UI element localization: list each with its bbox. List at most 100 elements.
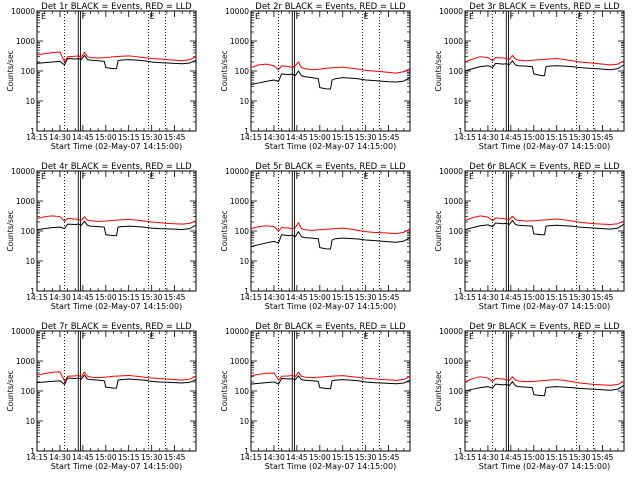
plot-frame <box>250 10 411 132</box>
series-line-events <box>250 231 411 250</box>
x-axis-label: Start Time (02-May-07 14:15:00) <box>479 462 610 471</box>
x-tick-label: 15:45 <box>378 453 400 462</box>
panel-2: Det 2r BLACK = Events, RED = LLD 1 10 100 10… <box>220 2 411 151</box>
x-tick-label: 14:45 <box>286 453 308 462</box>
x-axis-label: Start Time (02-May-07 14:15:00) <box>51 302 182 311</box>
y-tick-label: 100 <box>449 387 464 396</box>
marker-label: E <box>41 12 46 21</box>
y-tick-label: 1 <box>458 447 463 456</box>
panel-title: Det 4r BLACK = Events, RED = LLD <box>41 162 192 172</box>
x-tick-label: 14:45 <box>500 453 522 462</box>
x-tick-label: 15:30 <box>355 293 377 302</box>
y-tick-label: 1 <box>244 447 249 456</box>
y-tick-label: 10 <box>239 257 249 266</box>
plot-frame <box>250 170 411 292</box>
x-tick-label: 14:45 <box>72 133 94 142</box>
x-tick-label: 14:15 <box>26 133 48 142</box>
x-tick-label: 15:45 <box>164 133 186 142</box>
x-tick-label: 15:00 <box>523 133 545 142</box>
marker-label: E <box>150 172 155 181</box>
marker-label: F <box>296 172 301 181</box>
x-axis-label: Start Time (02-May-07 14:15:00) <box>265 462 396 471</box>
panel-title: Det 2r BLACK = Events, RED = LLD <box>255 2 406 12</box>
y-tick-label: 10 <box>453 417 463 426</box>
y-tick-label: 1 <box>30 287 35 296</box>
plot-frame <box>250 330 411 452</box>
marker-label: E <box>364 332 369 341</box>
panel-7: Det 7r BLACK = Events, RED = LLD 1 10 100 10… <box>6 322 197 471</box>
y-tick-label: 10000 <box>439 167 463 176</box>
x-tick-label: 14:45 <box>500 133 522 142</box>
x-tick-label: 15:30 <box>569 133 591 142</box>
x-tick-label: 15:30 <box>141 453 163 462</box>
series-line-lld <box>464 376 625 386</box>
x-tick-label: 15:45 <box>592 293 614 302</box>
y-tick-label: 1000 <box>444 357 463 366</box>
y-tick-label: 10000 <box>11 167 35 176</box>
x-tick-label: 15:00 <box>309 453 331 462</box>
marker-label: E <box>364 172 369 181</box>
y-tick-label: 10 <box>453 257 463 266</box>
y-tick-label: 1000 <box>230 197 249 206</box>
x-tick-label: 14:15 <box>26 453 48 462</box>
x-tick-label: 15:30 <box>355 453 377 462</box>
x-axis-label: Start Time (02-May-07 14:15:00) <box>479 302 610 311</box>
series-line-lld <box>464 54 625 66</box>
x-tick-label: 14:30 <box>49 453 71 462</box>
marker-label: E <box>150 332 155 341</box>
x-tick-label: 15:15 <box>118 133 140 142</box>
x-tick-label: 14:15 <box>454 293 476 302</box>
x-tick-label: 15:45 <box>378 293 400 302</box>
marker-label: F <box>510 172 515 181</box>
series-line-events <box>250 70 411 90</box>
x-tick-label: 14:15 <box>454 453 476 462</box>
plot-frame <box>464 10 625 132</box>
y-tick-label: 10 <box>25 257 35 266</box>
series-line-events <box>36 54 197 70</box>
x-tick-label: 15:15 <box>332 293 354 302</box>
x-tick-label: 14:30 <box>477 133 499 142</box>
x-axis-label: Start Time (02-May-07 14:15:00) <box>265 302 396 311</box>
x-axis-label: Start Time (02-May-07 14:15:00) <box>51 142 182 151</box>
panel-title: Det 9r BLACK = Events, RED = LLD <box>469 322 620 332</box>
x-tick-label: 15:45 <box>378 133 400 142</box>
y-tick-label: 10 <box>239 417 249 426</box>
series-line-lld <box>36 51 197 63</box>
y-axis-label: Counts/sec <box>434 210 443 251</box>
x-tick-label: 14:30 <box>477 293 499 302</box>
plot-frame <box>464 170 625 292</box>
series-line-lld <box>464 215 625 225</box>
series-line-events <box>464 60 625 77</box>
y-tick-label: 1000 <box>230 357 249 366</box>
x-tick-label: 14:30 <box>263 453 285 462</box>
marker-label: E <box>255 332 260 341</box>
y-axis-label: Counts/sec <box>434 370 443 411</box>
y-tick-label: 10000 <box>11 7 35 16</box>
marker-label: F <box>82 332 87 341</box>
x-tick-label: 14:15 <box>240 293 262 302</box>
x-tick-label: 15:45 <box>592 453 614 462</box>
y-tick-label: 10 <box>25 97 35 106</box>
marker-label: F <box>82 172 87 181</box>
y-tick-label: 1000 <box>16 357 35 366</box>
plot-frame <box>464 330 625 452</box>
x-tick-label: 15:45 <box>164 453 186 462</box>
marker-label: E <box>578 332 583 341</box>
x-tick-label: 15:15 <box>546 453 568 462</box>
panel-3: Det 3r BLACK = Events, RED = LLD 1 10 100 10… <box>434 2 625 151</box>
plot-frame <box>36 330 197 452</box>
y-tick-label: 1 <box>244 287 249 296</box>
y-axis-label: Counts/sec <box>434 50 443 91</box>
y-tick-label: 10 <box>239 97 249 106</box>
marker-label: F <box>296 12 301 21</box>
y-tick-label: 100 <box>449 67 464 76</box>
y-tick-label: 1000 <box>16 37 35 46</box>
marker-label: F <box>82 12 87 21</box>
marker-label: E <box>364 12 369 21</box>
x-tick-label: 15:15 <box>546 293 568 302</box>
y-axis-label: Counts/sec <box>220 50 229 91</box>
y-tick-label: 10000 <box>439 7 463 16</box>
y-tick-label: 100 <box>21 387 36 396</box>
x-tick-label: 15:00 <box>309 133 331 142</box>
